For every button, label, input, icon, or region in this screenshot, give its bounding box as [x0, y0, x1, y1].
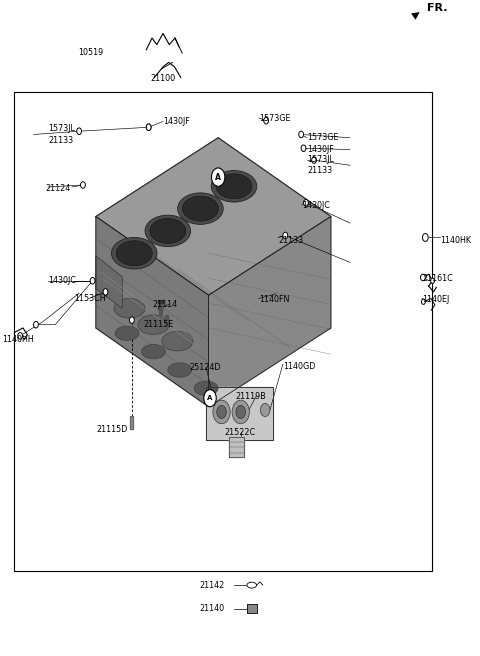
Text: 1140HH: 1140HH	[2, 335, 34, 344]
Polygon shape	[96, 216, 209, 407]
Circle shape	[299, 131, 303, 138]
Text: 1140EJ: 1140EJ	[422, 295, 449, 304]
Circle shape	[301, 145, 306, 152]
Text: 1140GD: 1140GD	[283, 361, 315, 371]
Circle shape	[146, 124, 151, 131]
Circle shape	[236, 405, 245, 419]
Circle shape	[303, 199, 308, 206]
Circle shape	[421, 299, 425, 304]
Circle shape	[103, 289, 108, 295]
Circle shape	[264, 117, 268, 124]
FancyBboxPatch shape	[247, 604, 256, 613]
Circle shape	[159, 306, 163, 311]
Text: FR.: FR.	[427, 3, 447, 13]
Text: 21161C: 21161C	[422, 274, 453, 283]
Ellipse shape	[138, 315, 169, 335]
Ellipse shape	[194, 381, 218, 396]
Text: 21115E: 21115E	[144, 320, 174, 329]
Text: 1573GE: 1573GE	[307, 133, 338, 142]
Text: 25124D: 25124D	[190, 363, 221, 372]
Ellipse shape	[162, 331, 193, 351]
Polygon shape	[96, 256, 122, 308]
Ellipse shape	[142, 344, 166, 359]
Circle shape	[213, 400, 230, 424]
Ellipse shape	[145, 215, 191, 247]
Text: 21114: 21114	[153, 300, 178, 309]
Circle shape	[34, 321, 38, 328]
Polygon shape	[159, 302, 162, 315]
Circle shape	[232, 400, 249, 424]
Polygon shape	[158, 300, 163, 303]
Circle shape	[130, 317, 134, 323]
Text: A: A	[207, 395, 213, 401]
Polygon shape	[96, 138, 331, 295]
Text: 21100: 21100	[150, 74, 176, 83]
Text: 1153CH: 1153CH	[74, 294, 106, 303]
Circle shape	[422, 234, 428, 241]
Text: 1430JC: 1430JC	[302, 201, 330, 211]
Ellipse shape	[182, 196, 218, 221]
Text: 1140HK: 1140HK	[440, 236, 471, 245]
Polygon shape	[206, 387, 273, 440]
Text: 1573JL
21133: 1573JL 21133	[48, 125, 75, 144]
Text: 1430JC: 1430JC	[48, 276, 76, 285]
Text: 21522C: 21522C	[224, 428, 255, 438]
Ellipse shape	[247, 583, 256, 588]
Circle shape	[77, 128, 82, 134]
Polygon shape	[209, 216, 331, 407]
Text: A: A	[215, 173, 221, 182]
Circle shape	[204, 390, 216, 407]
Ellipse shape	[111, 237, 157, 269]
Circle shape	[420, 274, 425, 281]
Circle shape	[431, 278, 434, 283]
Text: 21140: 21140	[199, 604, 224, 613]
Circle shape	[18, 333, 23, 339]
Ellipse shape	[211, 171, 257, 202]
Circle shape	[217, 405, 227, 419]
Text: 1430JF: 1430JF	[307, 145, 334, 154]
Circle shape	[283, 232, 288, 239]
Circle shape	[312, 157, 316, 163]
Polygon shape	[229, 437, 243, 457]
Ellipse shape	[178, 193, 223, 224]
Polygon shape	[131, 416, 133, 429]
Text: 21124: 21124	[46, 184, 71, 194]
Circle shape	[146, 124, 151, 131]
Ellipse shape	[115, 326, 139, 340]
Ellipse shape	[216, 174, 252, 199]
Text: 21115D: 21115D	[96, 424, 127, 434]
Circle shape	[81, 182, 85, 188]
Bar	[14, 92, 432, 571]
Circle shape	[260, 403, 270, 417]
Circle shape	[90, 277, 95, 284]
Text: 10519: 10519	[78, 48, 103, 57]
Text: 1430JF: 1430JF	[163, 117, 190, 126]
Ellipse shape	[168, 363, 192, 377]
Text: 1573JL
21133: 1573JL 21133	[307, 155, 334, 175]
Text: 21133: 21133	[278, 236, 303, 245]
Text: 1573GE: 1573GE	[259, 113, 290, 123]
Circle shape	[212, 168, 225, 186]
Text: 1140FN: 1140FN	[259, 295, 289, 304]
Text: 21142: 21142	[199, 581, 224, 590]
Text: 21119B: 21119B	[235, 392, 266, 401]
Ellipse shape	[116, 241, 152, 266]
Polygon shape	[166, 315, 168, 325]
Circle shape	[165, 318, 169, 323]
Ellipse shape	[114, 298, 145, 318]
Ellipse shape	[150, 218, 186, 243]
